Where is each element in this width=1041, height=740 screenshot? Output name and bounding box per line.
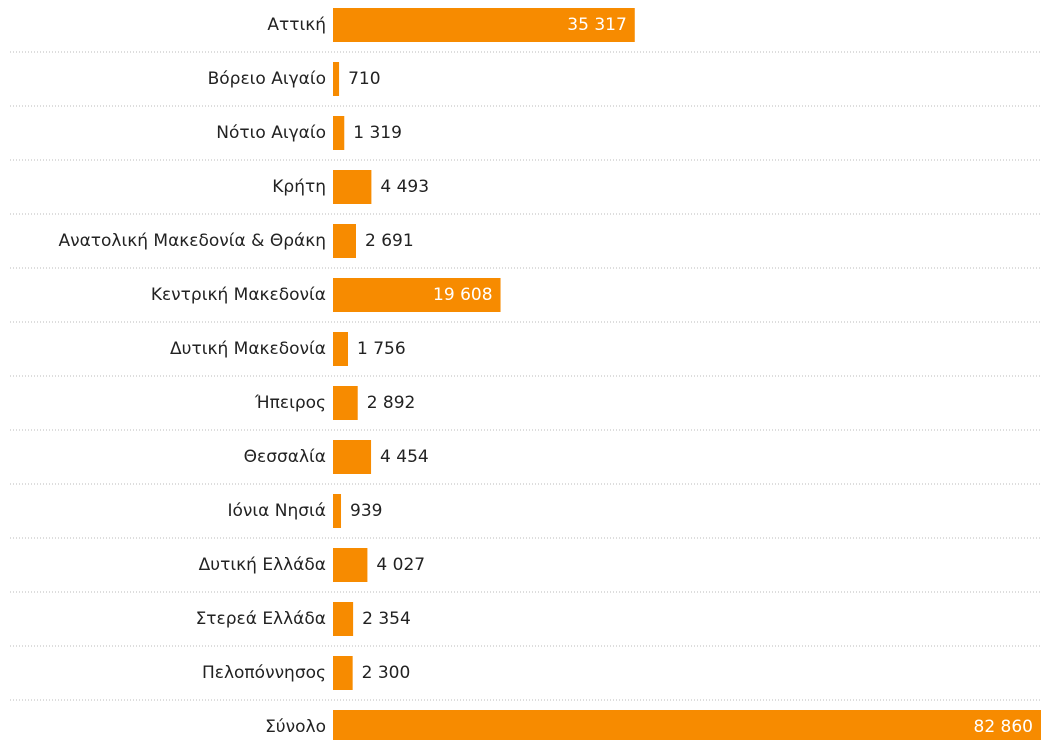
category-label: Πελοπόννησος (202, 663, 326, 683)
category-label: Ήπειρος (254, 393, 326, 413)
bar (333, 386, 358, 420)
value-label: 1 756 (357, 339, 406, 359)
category-label: Στερεά Ελλάδα (196, 609, 326, 629)
bar (333, 224, 356, 258)
value-label: 82 860 (974, 717, 1033, 737)
bar (333, 170, 372, 204)
value-label: 2 691 (365, 231, 414, 251)
category-label: Νότιο Αιγαίο (216, 123, 326, 143)
value-label: 2 300 (362, 663, 411, 683)
value-label: 2 892 (367, 393, 416, 413)
value-label: 939 (350, 501, 382, 521)
bar (333, 494, 342, 528)
value-label: 19 608 (433, 285, 492, 305)
value-label: 4 454 (380, 447, 429, 467)
bar (333, 656, 353, 690)
value-label: 35 317 (567, 15, 626, 35)
value-label: 4 493 (380, 177, 429, 197)
category-label: Ανατολική Μακεδονία & Θράκη (58, 231, 326, 251)
category-label: Δυτική Ελλάδα (199, 555, 326, 575)
category-label: Αττική (267, 15, 326, 35)
category-label: Κεντρική Μακεδονία (151, 285, 326, 305)
category-label: Δυτική Μακεδονία (170, 339, 326, 359)
bar (333, 548, 368, 582)
value-label: 1 319 (353, 123, 402, 143)
category-label: Θεσσαλία (244, 447, 326, 467)
bar (333, 332, 349, 366)
bar (333, 278, 501, 312)
value-label: 710 (348, 69, 380, 89)
category-label: Σύνολο (265, 717, 326, 737)
bar (333, 8, 635, 42)
value-label: 4 027 (376, 555, 425, 575)
category-label: Κρήτη (272, 177, 326, 197)
bar (333, 602, 354, 636)
bar (333, 116, 345, 150)
bar (333, 710, 1041, 740)
category-label: Ιόνια Νησιά (228, 501, 327, 521)
bar (333, 440, 372, 474)
value-label: 2 354 (362, 609, 411, 629)
bar (333, 62, 340, 96)
category-label: Βόρειο Αιγαίο (208, 69, 326, 89)
